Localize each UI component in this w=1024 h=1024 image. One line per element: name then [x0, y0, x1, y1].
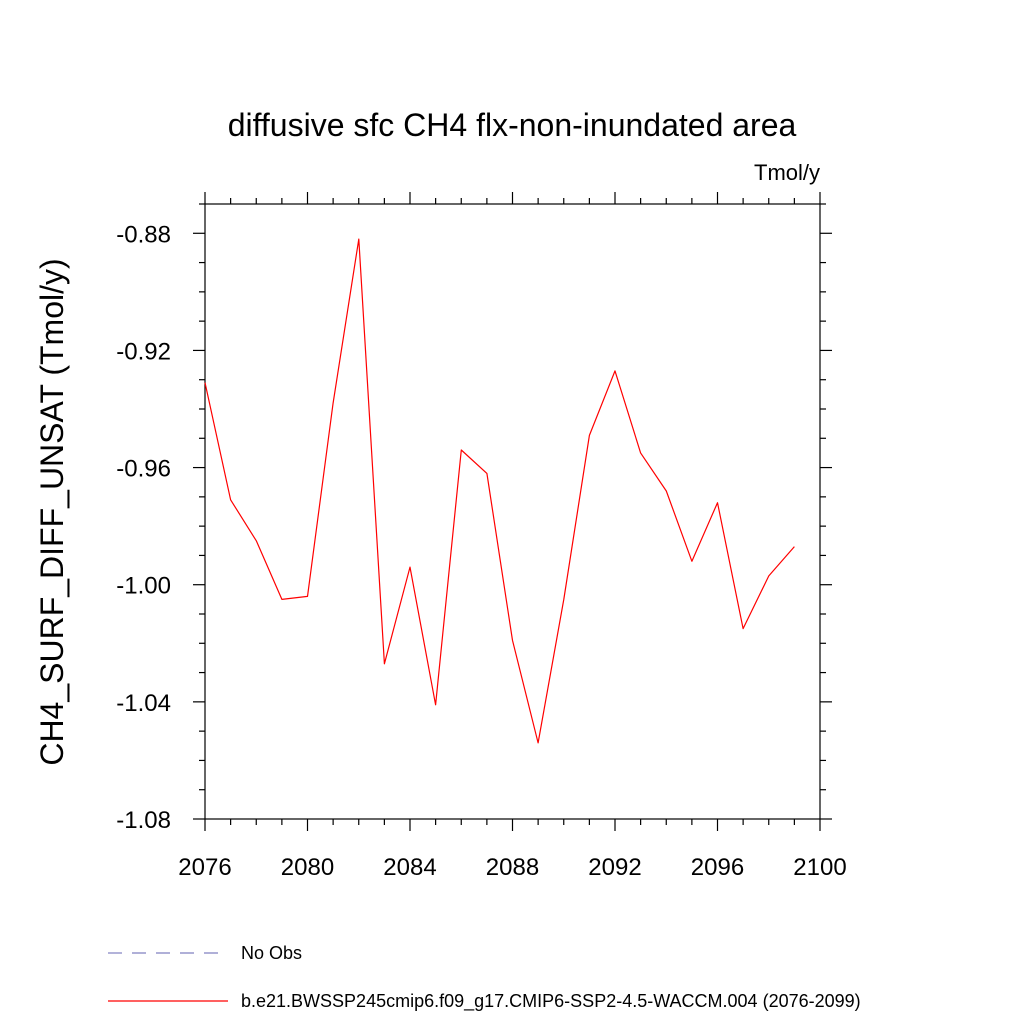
legend: No Obs b.e21.BWSSP245cmip6.f09_g17.CMIP6… [108, 943, 861, 1012]
y-tick-label: -1.08 [116, 807, 171, 834]
units-label: Tmol/y [754, 160, 820, 185]
series-line [204, 238, 795, 744]
y-tick-label: -0.96 [116, 456, 171, 483]
chart-title: diffusive sfc CH4 flx-non-inundated area [228, 107, 797, 143]
x-tick-label: 2080 [281, 854, 334, 881]
plot-frame [204, 203, 821, 820]
x-tick-label: 2100 [793, 854, 846, 881]
y-tick-label: -1.04 [116, 690, 171, 717]
y-axis-label: CH4_SURF_DIFF_UNSAT (Tmol/y) [34, 258, 70, 765]
y-axis: -1.08 -1.04 -1.00 -0.96 -0.92 -0.88 [116, 203, 832, 834]
x-tick-label: 2076 [178, 854, 231, 881]
series-layer [204, 238, 795, 744]
x-tick-label: 2088 [486, 854, 539, 881]
y-tick-label: -0.92 [116, 338, 171, 365]
x-tick-label: 2084 [383, 854, 436, 881]
x-axis: 2076 2080 2084 2088 2092 2096 2100 [178, 192, 847, 881]
legend-label-model-run: b.e21.BWSSP245cmip6.f09_g17.CMIP6-SSP2-4… [241, 991, 861, 1012]
x-tick-label: 2096 [691, 854, 744, 881]
x-tick-label: 2092 [588, 854, 641, 881]
y-tick-label: -0.88 [116, 221, 171, 248]
y-tick-label: -1.00 [116, 573, 171, 600]
legend-label-no-obs: No Obs [241, 943, 302, 963]
